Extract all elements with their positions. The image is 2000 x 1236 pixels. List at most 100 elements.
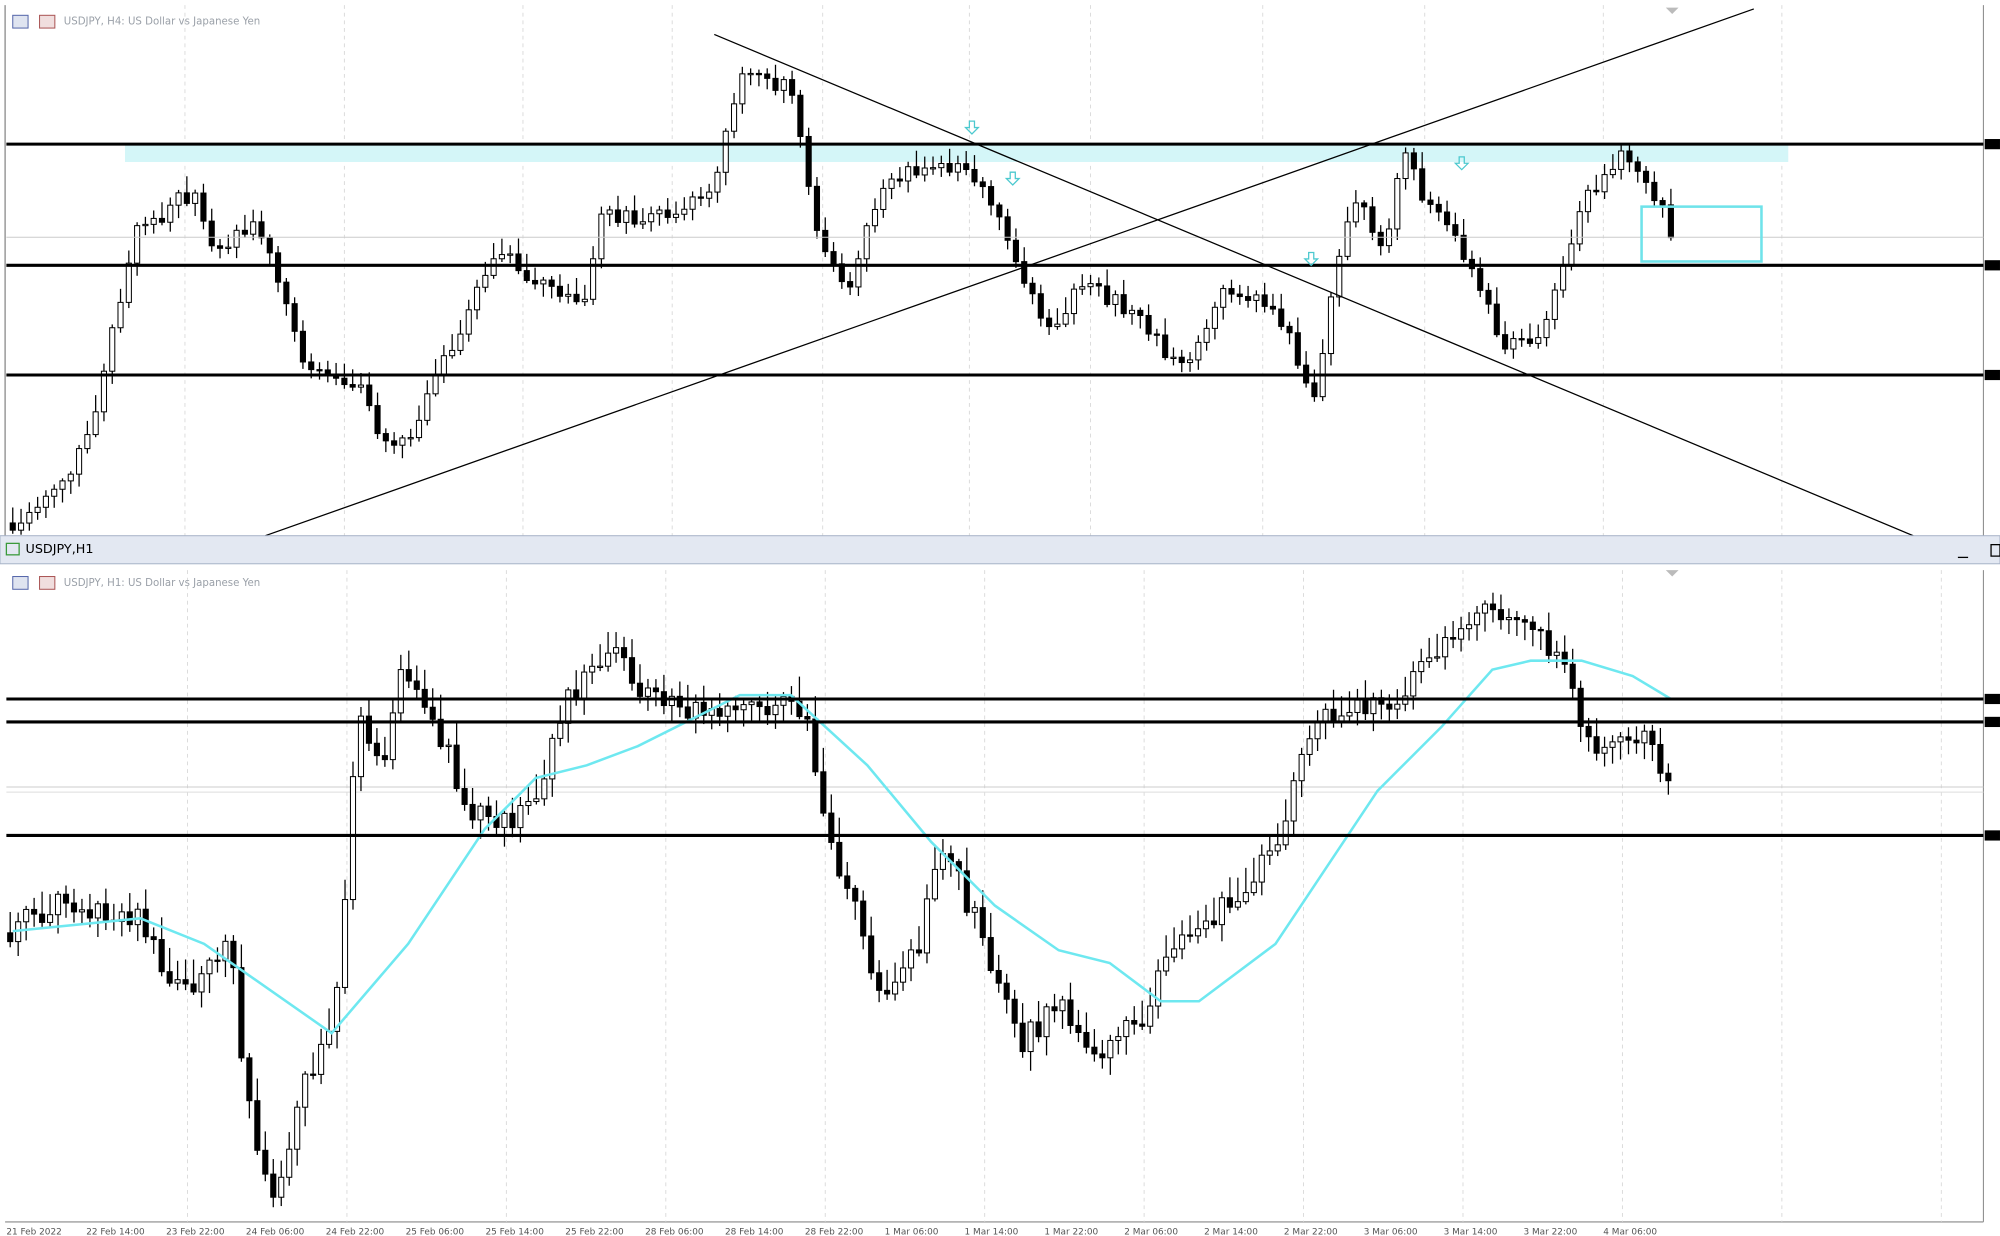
candle-body (1481, 603, 1489, 614)
candle-body (1346, 711, 1353, 717)
candle-body (871, 208, 879, 227)
candle-body (1410, 152, 1417, 170)
candle-body (605, 652, 612, 667)
candle-body (756, 701, 763, 708)
candle-body (1330, 708, 1337, 722)
candle-body (1311, 382, 1318, 398)
candle-body (747, 72, 754, 76)
candle-body (1095, 283, 1102, 287)
candle-body (1568, 243, 1575, 267)
time-label: 4 Mar 06:00 (1603, 1228, 1657, 1236)
candle-body (1274, 844, 1281, 852)
candle-body (1120, 294, 1127, 315)
candle-body (374, 405, 381, 435)
candle-body (200, 192, 207, 222)
candle-body (461, 788, 468, 805)
candle-body (796, 700, 803, 718)
candle-body (836, 841, 843, 877)
candle-body (541, 778, 548, 800)
candle-body (254, 1100, 261, 1151)
candle-body (1021, 261, 1028, 284)
candle-body (482, 274, 489, 288)
candle-body (1226, 897, 1233, 908)
time-label: 25 Feb 14:00 (485, 1228, 544, 1236)
candle-body (1593, 736, 1600, 754)
time-label: 25 Feb 22:00 (565, 1228, 624, 1236)
candle-body (1553, 651, 1560, 656)
candle-body (17, 522, 25, 531)
candle-body (278, 1176, 285, 1198)
candle-body (1427, 199, 1434, 205)
candle-body (1104, 285, 1111, 305)
candle-body (134, 908, 141, 926)
candle-body (477, 805, 484, 821)
candle-body (581, 671, 588, 700)
candle-body (724, 705, 731, 717)
panel-title: USDJPY, H4: US Dollar vs Japanese Yen (64, 17, 260, 28)
candle-body (1473, 612, 1481, 626)
resistance-zone (124, 144, 1789, 162)
time-label: 1 Mar 06:00 (885, 1228, 939, 1236)
candle-body (929, 167, 937, 170)
time-label: 24 Feb 22:00 (326, 1228, 385, 1236)
candle-body (804, 716, 811, 720)
candle-body (424, 393, 431, 421)
candle-body (1377, 231, 1384, 247)
candle-body (407, 437, 414, 440)
candle-body (1290, 780, 1297, 822)
candle-body (349, 776, 357, 901)
candle-body (1163, 956, 1170, 972)
candle-body (1115, 1036, 1122, 1041)
time-label: 23 Feb 22:00 (166, 1228, 225, 1236)
candle-body (628, 657, 636, 684)
candle-body (1497, 609, 1505, 621)
candle-body (1665, 772, 1672, 782)
candle-body (1521, 619, 1528, 623)
candle-body (620, 647, 628, 659)
candle-body (923, 898, 931, 954)
candle-body (1338, 715, 1345, 722)
candle-body (84, 434, 91, 450)
candle-body (262, 1149, 269, 1175)
candle-body (1386, 703, 1393, 710)
candle-body (190, 983, 197, 993)
candle-body (931, 868, 939, 900)
candle-body (1609, 168, 1616, 176)
candle-body (676, 695, 683, 708)
candle-body (54, 893, 62, 916)
candle-body (1162, 334, 1169, 359)
candle-body (1543, 318, 1550, 339)
candle-body (490, 258, 497, 276)
candle-body (1004, 216, 1011, 241)
candle-body (1027, 1021, 1034, 1053)
candle-body (1569, 663, 1576, 689)
candle-body (1155, 970, 1162, 1007)
candle-body (158, 217, 166, 223)
candle-body (805, 135, 812, 187)
candle-body (921, 167, 928, 176)
candle-body (1282, 820, 1289, 846)
candle-body (1286, 325, 1293, 334)
candle-body (1266, 850, 1273, 856)
price-tag (1984, 369, 2000, 381)
candle-body (1278, 308, 1285, 327)
signal-arrow (1303, 251, 1320, 267)
candle-body (1505, 617, 1512, 621)
time-label: 21 Feb 2022 (6, 1228, 61, 1236)
candle-body (907, 949, 915, 969)
candle-body (532, 279, 539, 285)
candle-body (1435, 203, 1442, 213)
candle-body (158, 939, 165, 973)
candle-body (258, 221, 265, 239)
candle-body (1178, 356, 1185, 364)
candle-body (1234, 901, 1241, 908)
candle-body (1577, 687, 1584, 727)
candle-body (1584, 189, 1592, 213)
candle-body (1510, 338, 1517, 350)
candle-body (59, 480, 66, 490)
trend-line (265, 8, 1755, 537)
candle-body (1261, 294, 1268, 307)
candle-body (987, 937, 994, 972)
candle-body (389, 712, 396, 761)
candle-body (1489, 603, 1497, 611)
